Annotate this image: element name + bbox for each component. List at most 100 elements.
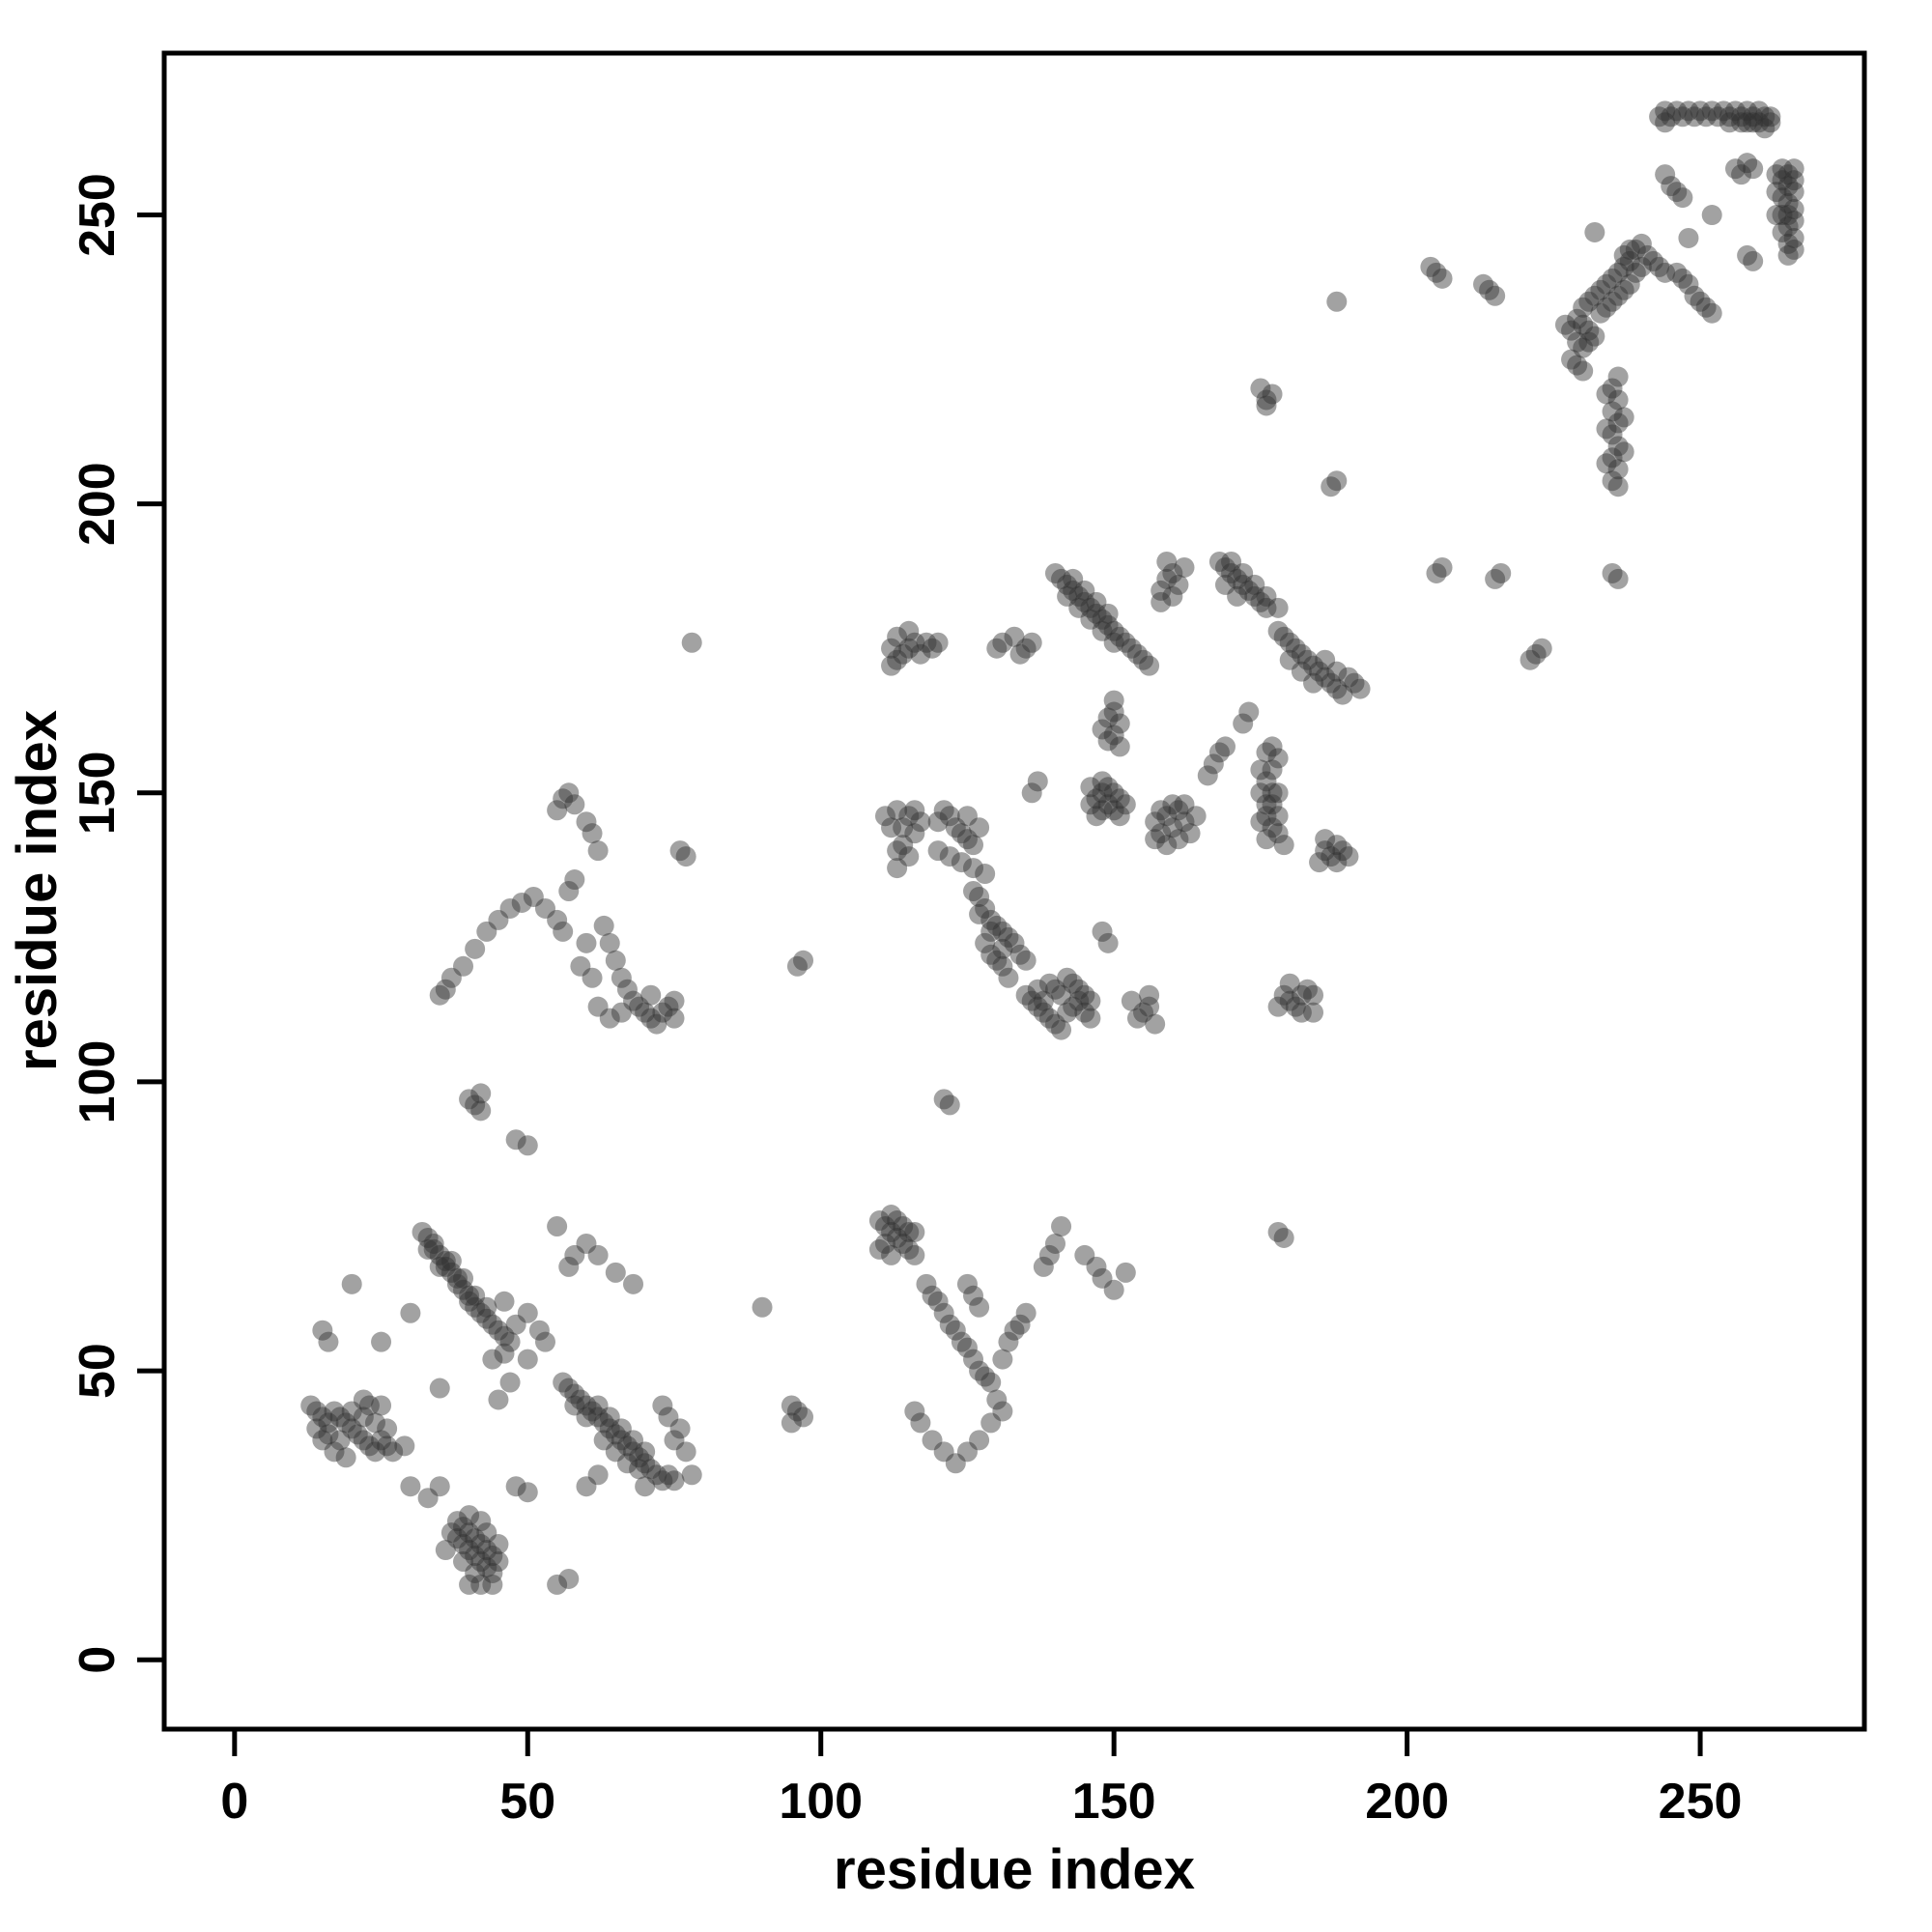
scatter-point (975, 932, 996, 953)
scatter-point (582, 1401, 603, 1422)
scatter-point (1309, 852, 1330, 873)
scatter-point (1655, 100, 1676, 122)
scatter-point (1772, 221, 1793, 242)
scatter-point (1326, 835, 1348, 856)
scatter-point (629, 1459, 650, 1480)
y-axis-title: residue index (6, 710, 69, 1071)
scatter-point (998, 1331, 1019, 1352)
scatter-point (1678, 227, 1699, 248)
scatter-point (1151, 591, 1172, 612)
scatter-point (1561, 320, 1582, 341)
scatter-point (945, 817, 966, 838)
scatter-point (429, 1378, 450, 1399)
scatter-point (476, 1556, 497, 1577)
scatter-point (1678, 273, 1699, 295)
scatter-point (417, 1488, 439, 1509)
scatter-point (1584, 326, 1605, 347)
scatter-point (1033, 1256, 1054, 1277)
scatter-point (446, 1273, 468, 1294)
scatter-point (570, 955, 591, 977)
scatter-point (593, 1430, 614, 1451)
scatter-point (1315, 840, 1336, 862)
scatter-point (1162, 585, 1183, 607)
scatter-point (992, 1401, 1013, 1422)
scatter-point (1103, 690, 1124, 711)
scatter-point (1432, 268, 1453, 289)
scatter-point (898, 1238, 920, 1260)
scatter-point (910, 811, 931, 833)
scatter-point (1109, 806, 1130, 827)
scatter-point (1777, 176, 1799, 197)
scatter-point (1126, 1008, 1148, 1029)
scatter-point (1619, 250, 1640, 271)
scatter-point (1602, 424, 1623, 445)
scatter-point (1044, 979, 1065, 1000)
scatter-point (553, 788, 574, 810)
scatter-point (587, 1464, 609, 1486)
scatter-point (1197, 765, 1218, 786)
scatter-point (781, 1395, 802, 1416)
scatter-point (465, 1285, 486, 1306)
scatter-point (1596, 273, 1617, 295)
y-tick-label: 50 (70, 1343, 126, 1399)
scatter-point (435, 979, 456, 1000)
scatter-point (635, 1453, 656, 1474)
scatter-point (1766, 205, 1787, 226)
scatter-point (1567, 355, 1588, 376)
scatter-point (675, 1441, 696, 1463)
scatter-point (465, 1094, 486, 1116)
scatter-point (916, 632, 937, 653)
scatter-point (658, 1406, 679, 1428)
scatter-point (629, 996, 650, 1017)
scatter-point (969, 903, 990, 924)
scatter-point (1021, 632, 1042, 653)
scatter-point (1133, 649, 1154, 670)
scatter-point (1426, 262, 1447, 283)
scatter-point (904, 632, 925, 653)
scatter-point (951, 852, 972, 873)
scatter-point (1636, 244, 1658, 266)
scatter-point (470, 1083, 492, 1104)
scatter-point (887, 858, 908, 879)
scatter-point (1772, 158, 1793, 180)
scatter-point (927, 811, 949, 833)
scatter-point (1731, 164, 1752, 185)
scatter-point (1179, 823, 1201, 844)
scatter-point (1701, 302, 1722, 324)
scatter-point (576, 1406, 597, 1428)
scatter-point (1121, 638, 1142, 659)
scatter-point (1168, 800, 1189, 821)
scatter-point (1613, 441, 1634, 463)
scatter-point (640, 1459, 662, 1480)
scatter-point (1783, 211, 1804, 231)
scatter-point (446, 1528, 468, 1549)
scatter-point (1103, 782, 1124, 804)
scatter-point (664, 1430, 685, 1451)
scatter-point (1332, 840, 1353, 862)
scatter-point (482, 1349, 503, 1370)
scatter-point (635, 1476, 656, 1497)
scatter-point (582, 823, 603, 844)
scatter-point (1596, 297, 1617, 318)
scatter-point (881, 1221, 902, 1242)
scatter-point (383, 1441, 404, 1463)
scatter-point (904, 1221, 925, 1242)
scatter-point (1086, 806, 1107, 827)
scatter-point (593, 1412, 614, 1434)
scatter-point (1256, 771, 1277, 792)
scatter-point (1578, 331, 1600, 353)
scatter-point (898, 638, 920, 659)
scatter-point (505, 1476, 526, 1497)
scatter-point (494, 1325, 515, 1347)
scatter-point (986, 638, 1008, 659)
scatter-point (1350, 678, 1371, 699)
scatter-point (1602, 562, 1623, 583)
scatter-point (1701, 100, 1722, 122)
scatter-point (1303, 672, 1324, 694)
scatter-point (1151, 800, 1172, 821)
scatter-point (1027, 771, 1048, 792)
scatter-point (435, 1256, 456, 1277)
scatter-point (1121, 990, 1142, 1011)
scatter-point (488, 1551, 509, 1572)
scatter-point (1485, 285, 1506, 306)
